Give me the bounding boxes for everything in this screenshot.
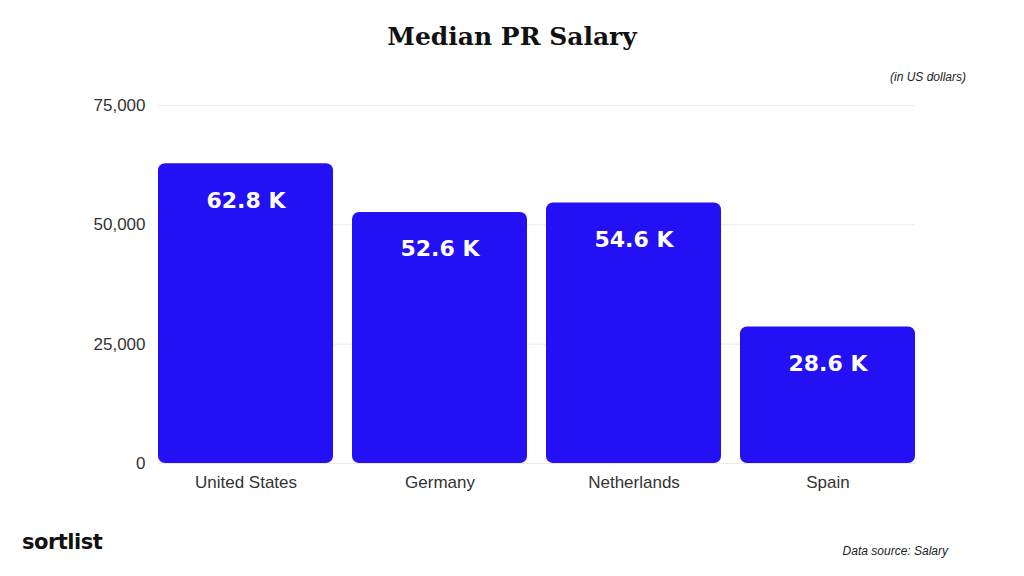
svg-text:75,000: 75,000 xyxy=(94,96,146,115)
svg-text:62.8 K: 62.8 K xyxy=(207,188,287,213)
html-text:Median PR Salary: Median PR Salary xyxy=(387,22,637,51)
svg-text:Netherlands: Netherlands xyxy=(588,473,680,492)
svg-text:52.6 K: 52.6 K xyxy=(401,236,481,261)
svg-text:25,000: 25,000 xyxy=(94,335,146,354)
svg-text:Spain: Spain xyxy=(806,473,849,492)
html-text:(in US dollars): (in US dollars) xyxy=(890,70,966,84)
svg-text:United States: United States xyxy=(195,473,297,492)
svg-text:54.6 K: 54.6 K xyxy=(595,227,675,252)
svg-text:Germany: Germany xyxy=(405,473,475,492)
html-text:sortlist: sortlist xyxy=(22,530,103,554)
svg-text:50,000: 50,000 xyxy=(94,215,146,234)
svg-text:0: 0 xyxy=(136,454,145,473)
svg-text:28.6 K: 28.6 K xyxy=(789,351,869,376)
html-text:Data source: Salary: Data source: Salary xyxy=(842,544,948,558)
